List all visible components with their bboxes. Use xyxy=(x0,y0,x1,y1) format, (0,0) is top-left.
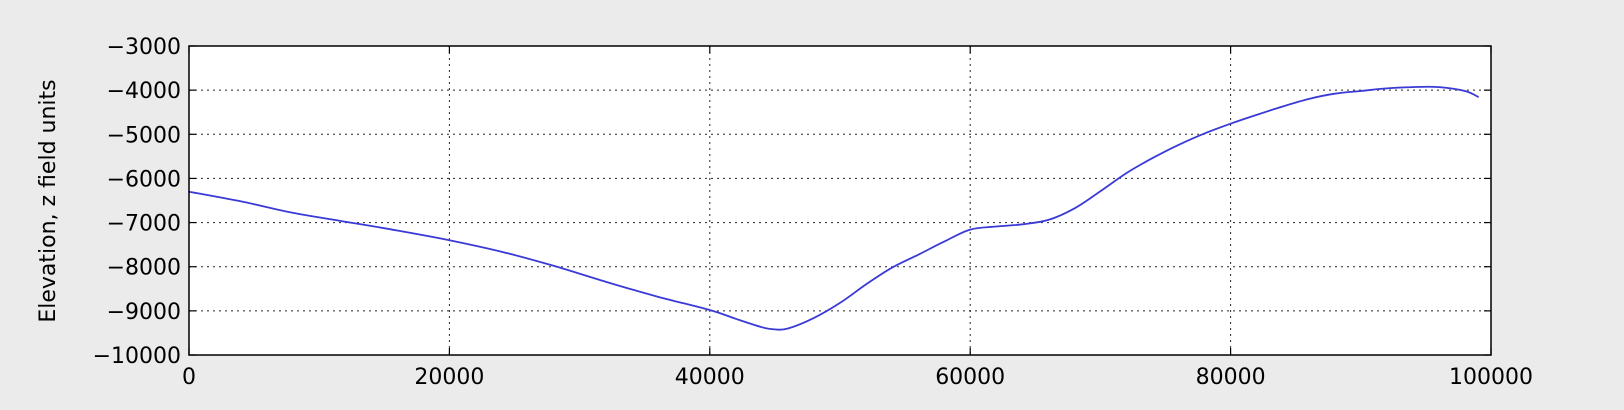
y-tick-labels: −3000 −4000 −5000 −6000 −7000 −8000 −9000 −1000… xyxy=(93,35,181,369)
y-tick-label: −6000 xyxy=(107,167,181,192)
y-axis-title: Elevation, z field units xyxy=(36,79,61,322)
x-tick-label: 40000 xyxy=(675,365,745,390)
x-tick-label: 0 xyxy=(182,365,196,390)
series-line-elevation xyxy=(188,85,1479,331)
y-tick-label: −10000 xyxy=(93,344,181,369)
x-tick-label: 80000 xyxy=(1196,365,1266,390)
y-tick-label: −4000 xyxy=(107,79,181,104)
y-tick-label: −7000 xyxy=(107,212,181,237)
y-tick-label: −8000 xyxy=(107,256,181,281)
x-tick-label: 100000 xyxy=(1449,365,1533,390)
y-tick-label: −3000 xyxy=(107,35,181,60)
plot-frame xyxy=(188,45,1492,356)
y-tick-label: −9000 xyxy=(107,300,181,325)
x-tick-label: 60000 xyxy=(935,365,1005,390)
plot-area-background xyxy=(189,46,1491,355)
x-tick-label: 20000 xyxy=(414,365,484,390)
x-tick-labels: 0 20000 40000 60000 80000 100000 xyxy=(182,365,1533,390)
y-tick-label: −5000 xyxy=(107,123,181,148)
